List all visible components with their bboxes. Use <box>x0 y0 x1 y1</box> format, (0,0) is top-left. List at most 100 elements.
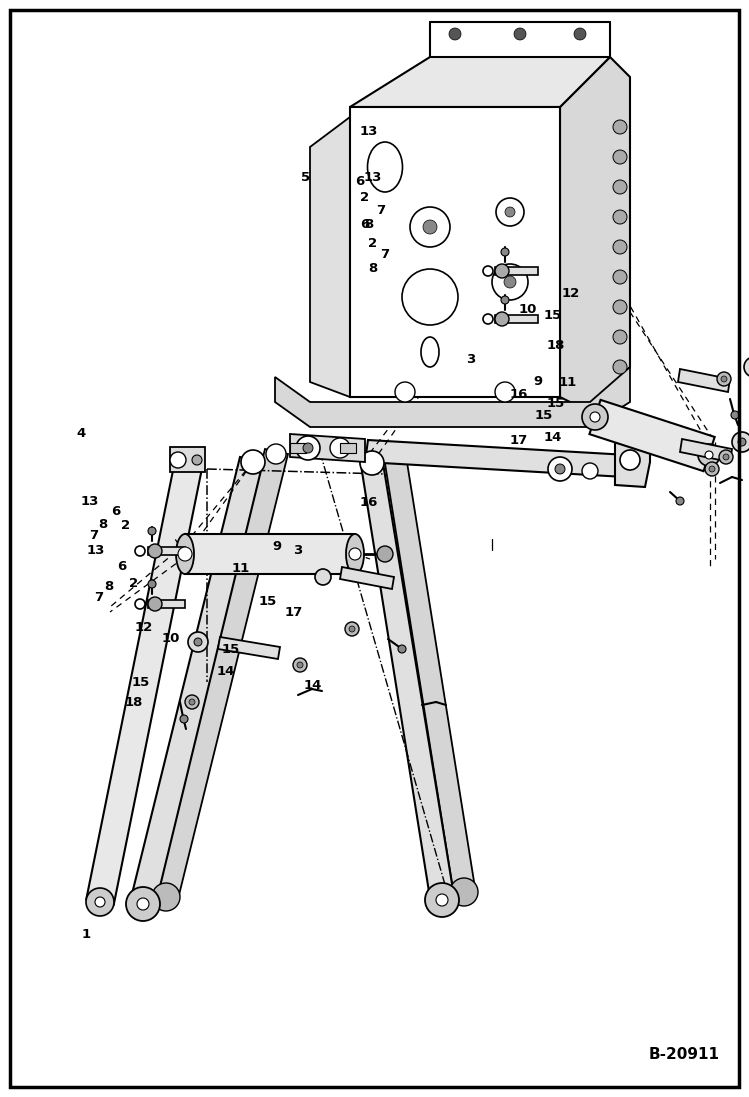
Text: 6: 6 <box>355 174 364 188</box>
Circle shape <box>514 29 526 39</box>
Text: 17: 17 <box>509 434 527 448</box>
Circle shape <box>241 450 265 474</box>
Circle shape <box>676 497 684 505</box>
Circle shape <box>620 450 640 470</box>
Circle shape <box>613 210 627 224</box>
Circle shape <box>86 887 114 916</box>
Circle shape <box>360 451 384 475</box>
Text: 5: 5 <box>301 171 310 184</box>
Polygon shape <box>310 117 350 397</box>
Polygon shape <box>86 454 204 905</box>
Text: 2: 2 <box>121 519 130 532</box>
Text: 13: 13 <box>81 495 99 508</box>
Text: 8: 8 <box>104 580 113 593</box>
Circle shape <box>501 296 509 304</box>
Text: 16: 16 <box>360 496 377 509</box>
Text: 9: 9 <box>273 540 282 553</box>
Ellipse shape <box>176 534 194 574</box>
Polygon shape <box>340 443 356 453</box>
Circle shape <box>377 546 393 562</box>
Circle shape <box>170 452 186 468</box>
Circle shape <box>698 444 720 466</box>
Circle shape <box>732 432 749 452</box>
Text: 18: 18 <box>547 339 565 352</box>
Text: 10: 10 <box>519 303 537 316</box>
Circle shape <box>148 544 162 558</box>
Circle shape <box>495 312 509 326</box>
Circle shape <box>723 454 729 460</box>
Text: 4: 4 <box>76 427 85 440</box>
Text: 8: 8 <box>99 518 108 531</box>
Polygon shape <box>275 367 630 427</box>
Circle shape <box>349 548 361 559</box>
Text: 7: 7 <box>376 204 385 217</box>
Text: 15: 15 <box>544 309 562 323</box>
Circle shape <box>152 883 180 911</box>
Circle shape <box>330 438 350 459</box>
Text: 1: 1 <box>82 928 91 941</box>
Circle shape <box>705 462 719 476</box>
Circle shape <box>738 438 746 446</box>
Text: 3: 3 <box>294 544 303 557</box>
Polygon shape <box>615 429 650 487</box>
Text: 14: 14 <box>217 665 235 678</box>
Circle shape <box>731 411 739 419</box>
Circle shape <box>297 661 303 668</box>
Circle shape <box>495 264 509 278</box>
Polygon shape <box>350 108 560 397</box>
Polygon shape <box>495 267 538 275</box>
Circle shape <box>148 597 162 611</box>
Text: 2: 2 <box>368 237 377 250</box>
Circle shape <box>349 626 355 632</box>
Circle shape <box>709 466 715 472</box>
Text: 3: 3 <box>466 353 475 366</box>
Polygon shape <box>589 400 715 472</box>
Circle shape <box>395 382 415 402</box>
Text: 16: 16 <box>509 388 527 402</box>
Text: 12: 12 <box>562 287 580 301</box>
Circle shape <box>705 451 713 459</box>
Circle shape <box>501 248 509 256</box>
Circle shape <box>148 580 156 588</box>
Circle shape <box>717 372 731 386</box>
Circle shape <box>555 464 565 474</box>
Circle shape <box>192 455 202 465</box>
Polygon shape <box>678 369 730 392</box>
Circle shape <box>194 638 202 646</box>
Polygon shape <box>130 457 263 907</box>
Text: 2: 2 <box>360 191 369 204</box>
Circle shape <box>721 376 727 382</box>
Circle shape <box>496 197 524 226</box>
Circle shape <box>180 715 188 723</box>
Circle shape <box>613 180 627 194</box>
Text: 7: 7 <box>380 248 389 261</box>
Text: 15: 15 <box>222 643 240 656</box>
Circle shape <box>613 120 627 134</box>
Polygon shape <box>170 446 205 472</box>
Circle shape <box>402 269 458 325</box>
Polygon shape <box>218 637 280 659</box>
Circle shape <box>178 547 192 561</box>
Text: 9: 9 <box>533 375 542 388</box>
Text: 7: 7 <box>94 591 103 604</box>
Polygon shape <box>148 547 185 555</box>
Circle shape <box>613 150 627 163</box>
Circle shape <box>613 240 627 255</box>
Text: 10: 10 <box>162 632 180 645</box>
Text: 13: 13 <box>87 544 105 557</box>
Ellipse shape <box>346 534 364 574</box>
Circle shape <box>590 412 600 422</box>
Text: 12: 12 <box>135 621 153 634</box>
Circle shape <box>744 357 749 377</box>
Text: 14: 14 <box>544 431 562 444</box>
Circle shape <box>613 270 627 284</box>
Text: 6: 6 <box>360 218 369 231</box>
Circle shape <box>425 883 459 917</box>
Circle shape <box>613 299 627 314</box>
Circle shape <box>719 450 733 464</box>
Circle shape <box>423 220 437 234</box>
Circle shape <box>582 463 598 479</box>
Circle shape <box>504 276 516 289</box>
Polygon shape <box>680 439 732 462</box>
Circle shape <box>188 632 208 652</box>
